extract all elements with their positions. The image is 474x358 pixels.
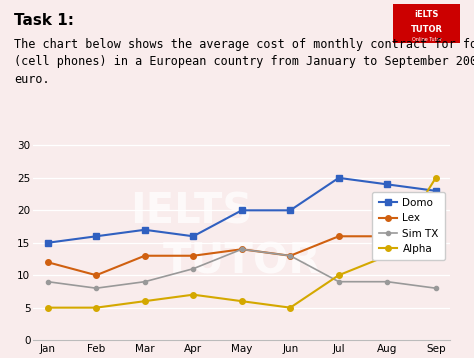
Alpha xyxy=(384,253,390,258)
Lex xyxy=(239,247,245,251)
Domo xyxy=(287,208,293,213)
Sim TX xyxy=(191,267,196,271)
Alpha xyxy=(45,305,51,310)
Lex xyxy=(433,221,438,226)
Text: TUTOR: TUTOR xyxy=(410,25,443,34)
Lex xyxy=(336,234,342,238)
Text: euro.: euro. xyxy=(14,73,50,86)
Line: Alpha: Alpha xyxy=(45,175,438,310)
Domo xyxy=(239,208,245,213)
Domo xyxy=(384,182,390,187)
Text: Task 1:: Task 1: xyxy=(14,13,74,28)
Sim TX xyxy=(239,247,245,251)
Domo xyxy=(45,241,51,245)
Legend: Domo, Lex, Sim TX, Alpha: Domo, Lex, Sim TX, Alpha xyxy=(372,192,445,260)
Text: The chart below shows the average cost of monthly contract for four different mo: The chart below shows the average cost o… xyxy=(14,38,474,50)
Lex xyxy=(287,253,293,258)
Lex xyxy=(384,234,390,238)
Text: Online Tutor: Online Tutor xyxy=(412,37,441,42)
Sim TX xyxy=(287,253,293,258)
Alpha xyxy=(336,273,342,277)
Line: Sim TX: Sim TX xyxy=(46,247,438,290)
Line: Lex: Lex xyxy=(45,221,438,278)
Lex xyxy=(93,273,99,277)
Lex xyxy=(142,253,147,258)
Lex xyxy=(45,260,51,264)
Sim TX xyxy=(433,286,438,290)
Text: iELTS: iELTS xyxy=(414,10,439,19)
Domo xyxy=(191,234,196,238)
Sim TX xyxy=(336,280,342,284)
Lex xyxy=(191,253,196,258)
Line: Domo: Domo xyxy=(45,175,438,246)
Alpha xyxy=(93,305,99,310)
Alpha xyxy=(287,305,293,310)
Text: (cell phones) in a European country from January to September 2002, measured in: (cell phones) in a European country from… xyxy=(14,55,474,68)
Sim TX xyxy=(93,286,99,290)
Alpha xyxy=(433,176,438,180)
Domo xyxy=(433,189,438,193)
Alpha xyxy=(239,299,245,303)
Domo xyxy=(336,176,342,180)
Sim TX xyxy=(142,280,147,284)
Alpha xyxy=(191,292,196,297)
Text: IELTS: IELTS xyxy=(130,190,253,232)
Text: TUTOR: TUTOR xyxy=(163,240,321,282)
Sim TX xyxy=(45,280,51,284)
Domo xyxy=(142,228,147,232)
Sim TX xyxy=(384,280,390,284)
Domo xyxy=(93,234,99,238)
Alpha xyxy=(142,299,147,303)
